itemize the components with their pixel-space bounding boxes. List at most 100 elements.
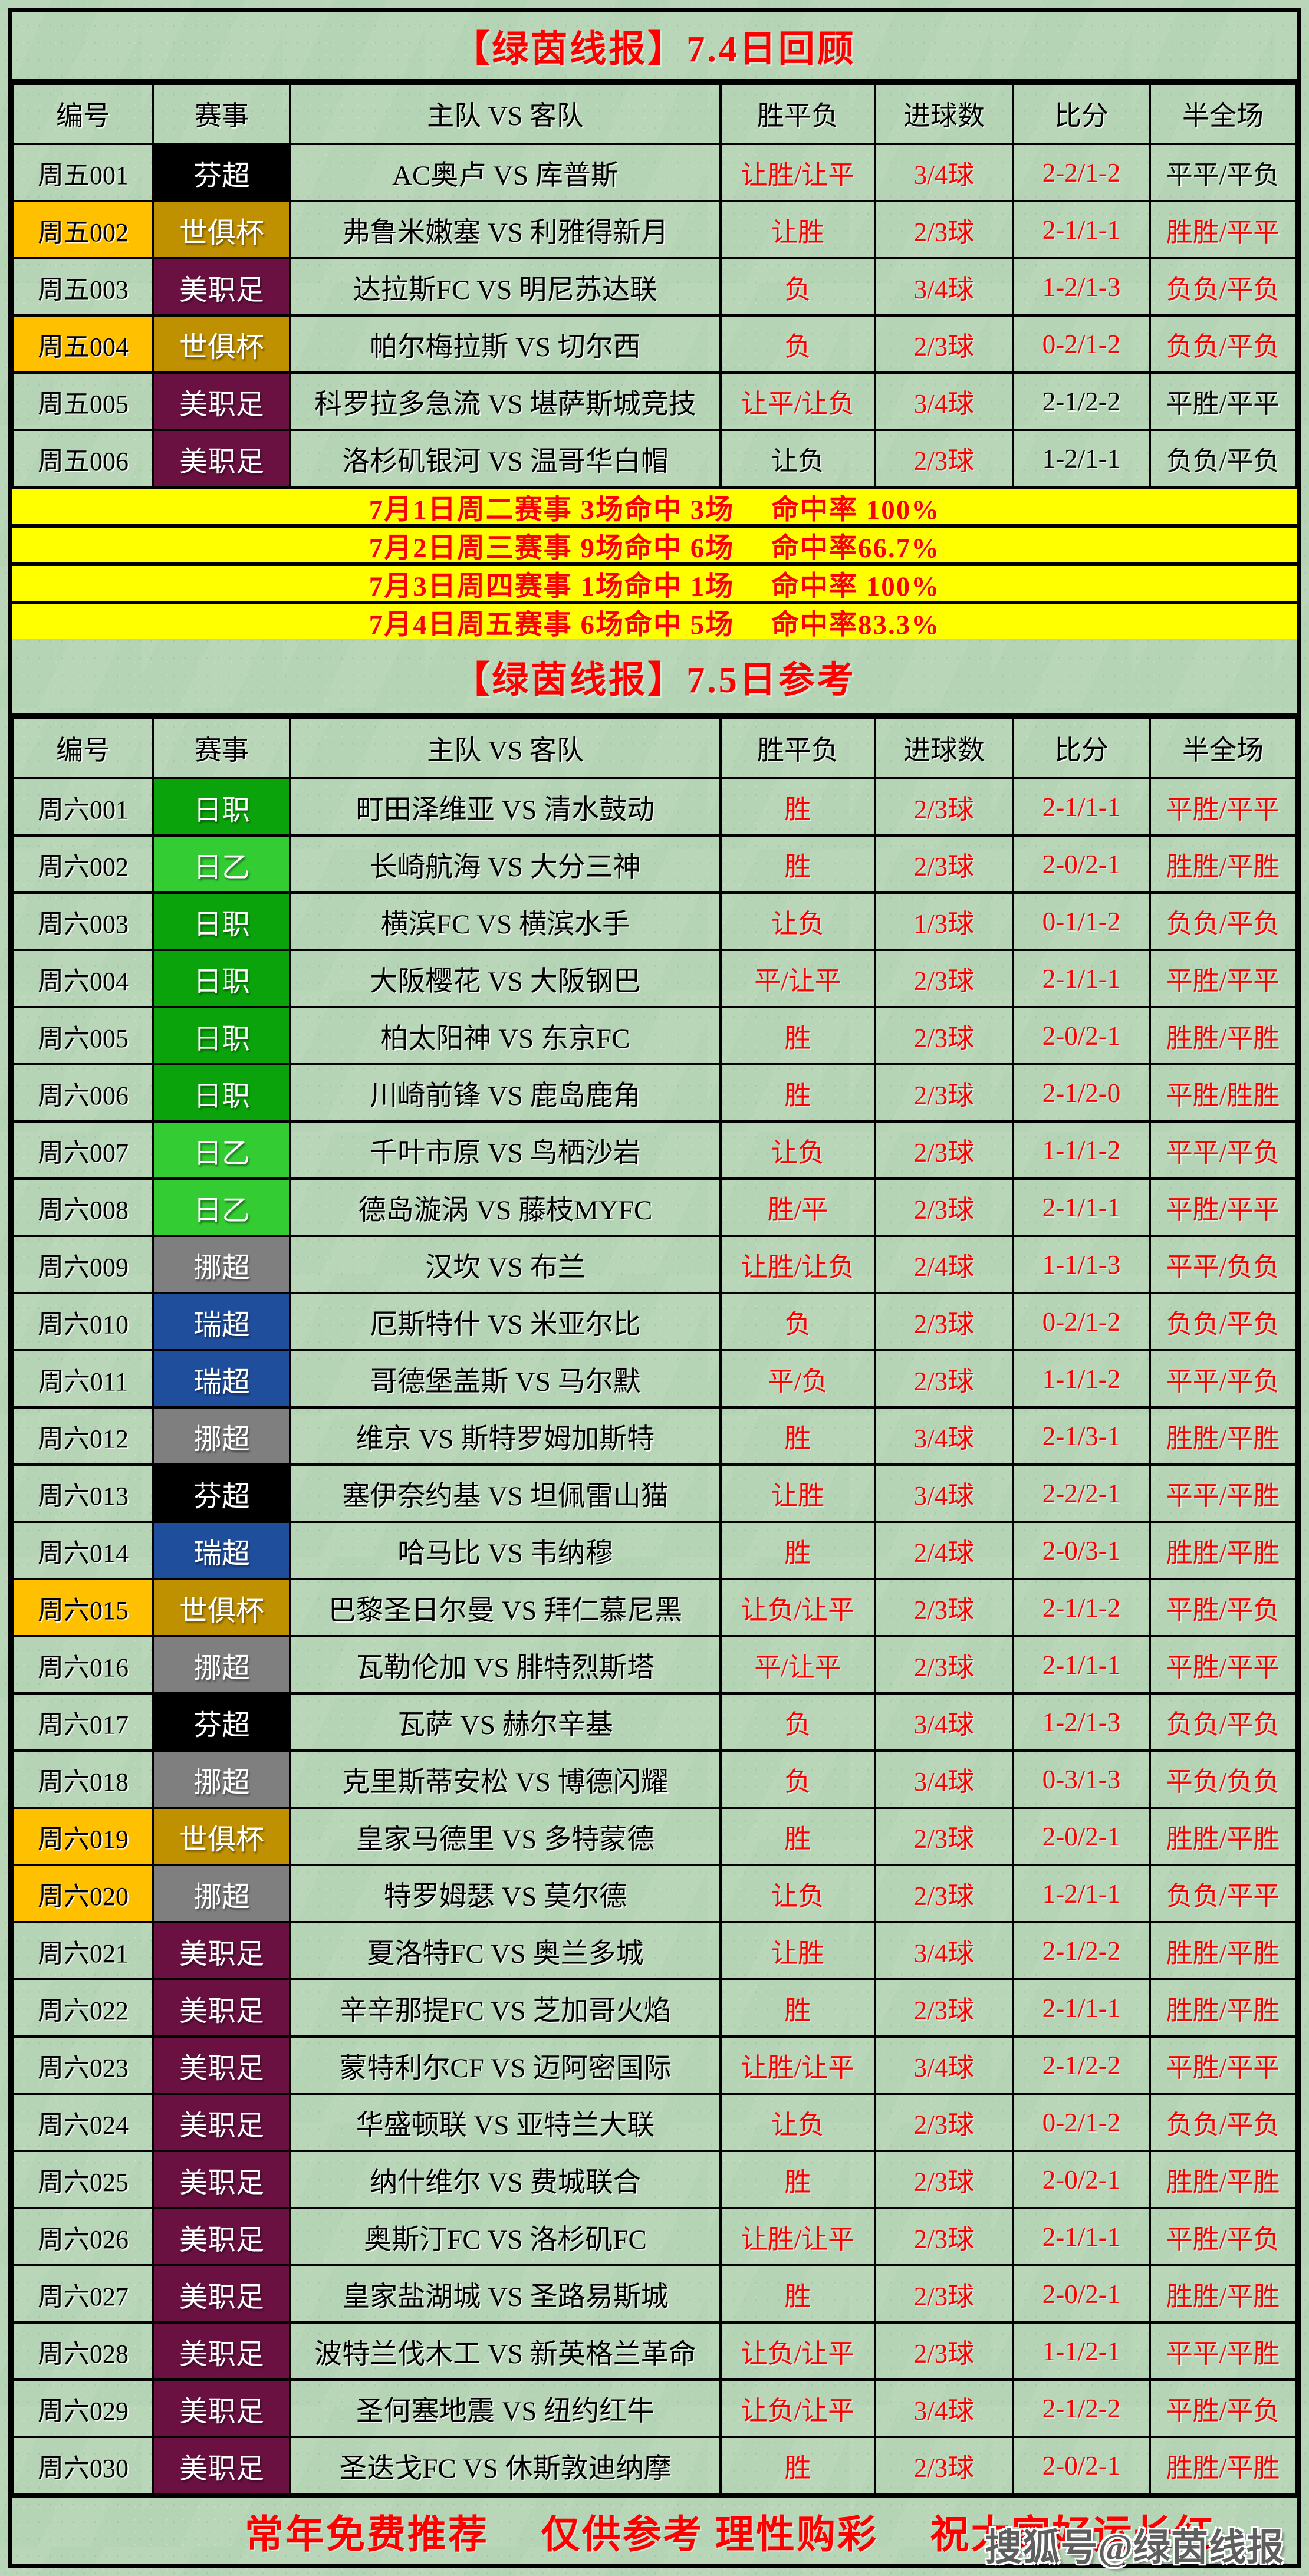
league-badge: 美职足 xyxy=(152,2378,291,2438)
col-header: 进球数 xyxy=(874,717,1014,779)
pick-win-draw-lose: 让负/让平 xyxy=(719,2321,876,2381)
col-header: 编号 xyxy=(12,83,154,145)
pick-half-full: 胜胜/平胜 xyxy=(1149,1006,1297,1065)
pick-goals-count: 2/3球 xyxy=(874,777,1014,837)
pick-win-draw-lose: 让胜/让平 xyxy=(719,143,876,202)
match-teams: 弗鲁米嫩塞 VS 利雅得新月 xyxy=(289,200,722,259)
table-row: 周六030 美职足 圣迭戈FC VS 休斯敦迪纳摩 胜 2/3球 2-0/2-1… xyxy=(12,2436,1297,2495)
league-badge: 美职足 xyxy=(152,1921,291,1980)
match-teams: 圣何塞地震 VS 纽约红牛 xyxy=(289,2378,722,2438)
table-row: 周五006 美职足 洛杉矶银河 VS 温哥华白帽 让负 2/3球 1-2/1-1… xyxy=(12,429,1297,488)
table-row: 周六013 芬超 塞伊奈约基 VS 坦佩雷山猫 让胜 3/4球 2-2/2-1 … xyxy=(12,1463,1297,1523)
pick-win-draw-lose: 让负/让平 xyxy=(719,2378,876,2438)
pick-win-draw-lose: 让胜/让平 xyxy=(719,2207,876,2266)
match-teams: 达拉斯FC VS 明尼苏达联 xyxy=(289,257,722,317)
col-header: 赛事 xyxy=(152,717,291,779)
hit-rate-row: 7月4日周五赛事 6场命中 5场 命中率83.3% xyxy=(12,604,1297,640)
pick-score: 0-1/1-2 xyxy=(1012,891,1151,951)
pick-score: 0-2/1-2 xyxy=(1012,1292,1151,1351)
pick-win-draw-lose: 胜 xyxy=(719,1521,876,1580)
table-row: 周六014 瑞超 哈马比 VS 韦纳穆 胜 2/4球 2-0/3-1 胜胜/平胜 xyxy=(12,1521,1297,1580)
match-teams: 千叶市原 VS 鸟栖沙岩 xyxy=(289,1120,722,1180)
table-row: 周五004 世俱杯 帕尔梅拉斯 VS 切尔西 负 2/3球 0-2/1-2 负负… xyxy=(12,314,1297,374)
match-id: 周六023 xyxy=(12,2035,154,2095)
pick-win-draw-lose: 胜 xyxy=(719,1978,876,2038)
pick-goals-count: 2/3球 xyxy=(874,1864,1014,1923)
league-badge: 日乙 xyxy=(152,834,291,894)
pick-score: 2-2/1-2 xyxy=(1012,143,1151,202)
pick-score: 2-0/2-1 xyxy=(1012,2436,1151,2495)
table-row: 周六001 日职 町田泽维亚 VS 清水鼓动 胜 2/3球 2-1/1-1 平胜… xyxy=(12,777,1297,837)
table-row: 周六023 美职足 蒙特利尔CF VS 迈阿密国际 让胜/让平 3/4球 2-1… xyxy=(12,2035,1297,2095)
league-badge: 瑞超 xyxy=(152,1349,291,1409)
pick-score: 0-3/1-3 xyxy=(1012,1749,1151,1809)
league-badge: 世俱杯 xyxy=(152,1807,291,1866)
hit-rate-banner: 7月1日周二赛事 3场命中 3场 命中率 100% 7月2日周三赛事 9场命中 6… xyxy=(12,488,1297,640)
match-id: 周五002 xyxy=(12,200,154,259)
pick-score: 1-1/1-3 xyxy=(1012,1235,1151,1294)
table-row: 周六012 挪超 维京 VS 斯特罗姆加斯特 胜 3/4球 2-1/3-1 胜胜… xyxy=(12,1406,1297,1466)
hit-rate-row: 7月1日周二赛事 3场命中 3场 命中率 100% xyxy=(12,489,1297,528)
league-badge: 日职 xyxy=(152,1006,291,1065)
pick-score: 2-1/2-2 xyxy=(1012,1921,1151,1980)
league-badge: 美职足 xyxy=(152,429,291,488)
table-row: 周六002 日乙 长崎航海 VS 大分三神 胜 2/3球 2-0/2-1 胜胜/… xyxy=(12,834,1297,894)
match-teams: 皇家马德里 VS 多特蒙德 xyxy=(289,1807,722,1866)
pick-half-full: 平平/平负 xyxy=(1149,143,1297,202)
pick-win-draw-lose: 胜/平 xyxy=(719,1177,876,1237)
hit-rate-row: 7月3日周四赛事 1场命中 1场 命中率 100% xyxy=(12,566,1297,604)
pick-goals-count: 2/3球 xyxy=(874,1120,1014,1180)
match-teams: 蒙特利尔CF VS 迈阿密国际 xyxy=(289,2035,722,2095)
match-id: 周五004 xyxy=(12,314,154,374)
match-teams: 横滨FC VS 横滨水手 xyxy=(289,891,722,951)
match-teams: 川崎前锋 VS 鹿岛鹿角 xyxy=(289,1063,722,1123)
review-table: 编号 赛事 主队 VS 客队 胜平负 进球数 比分 半全场 周五001 芬超 AC奥卢 VS… xyxy=(12,83,1297,488)
match-teams: 洛杉矶银河 VS 温哥华白帽 xyxy=(289,429,722,488)
pick-half-full: 胜胜/平平 xyxy=(1149,200,1297,259)
header-row: 编号 赛事 主队 VS 客队 胜平负 进球数 比分 半全场 xyxy=(12,83,1297,145)
pick-goals-count: 2/3球 xyxy=(874,1635,1014,1695)
match-teams: 大阪樱花 VS 大阪钢巴 xyxy=(289,949,722,1008)
match-teams: 纳什维尔 VS 费城联合 xyxy=(289,2150,722,2209)
pick-score: 2-1/1-1 xyxy=(1012,2207,1151,2266)
pick-score: 2-1/1-1 xyxy=(1012,777,1151,837)
pick-goals-count: 2/3球 xyxy=(874,2150,1014,2209)
league-badge: 日乙 xyxy=(152,1120,291,1180)
pick-half-full: 平平/平胜 xyxy=(1149,2321,1297,2381)
league-badge: 美职足 xyxy=(152,1978,291,2038)
match-id: 周六027 xyxy=(12,2264,154,2324)
pick-half-full: 平胜/平平 xyxy=(1149,371,1297,431)
col-header: 半全场 xyxy=(1149,717,1297,779)
league-badge: 挪超 xyxy=(152,1635,291,1695)
pick-half-full: 胜胜/平胜 xyxy=(1149,1521,1297,1580)
match-teams: AC奥卢 VS 库普斯 xyxy=(289,143,722,202)
match-id: 周五006 xyxy=(12,429,154,488)
league-badge: 美职足 xyxy=(152,2207,291,2266)
pick-score: 2-2/2-1 xyxy=(1012,1463,1151,1523)
pick-half-full: 平平/平胜 xyxy=(1149,1463,1297,1523)
match-id: 周六005 xyxy=(12,1006,154,1065)
table-row: 周五003 美职足 达拉斯FC VS 明尼苏达联 负 3/4球 1-2/1-3 … xyxy=(12,257,1297,317)
pick-score: 1-2/1-3 xyxy=(1012,257,1151,317)
pick-win-draw-lose: 胜 xyxy=(719,2150,876,2209)
pick-win-draw-lose: 让胜 xyxy=(719,1921,876,1980)
pick-win-draw-lose: 胜 xyxy=(719,1406,876,1466)
match-teams: 辛辛那提FC VS 芝加哥火焰 xyxy=(289,1978,722,2038)
league-badge: 日职 xyxy=(152,1063,291,1123)
review-table-header: 编号 赛事 主队 VS 客队 胜平负 进球数 比分 半全场 xyxy=(12,83,1297,145)
table-row: 周六028 美职足 波特兰伐木工 VS 新英格兰革命 让负/让平 2/3球 1-… xyxy=(12,2321,1297,2381)
pick-win-draw-lose: 负 xyxy=(719,1292,876,1351)
col-header: 比分 xyxy=(1012,83,1151,145)
league-badge: 日乙 xyxy=(152,1177,291,1237)
pick-win-draw-lose: 胜 xyxy=(719,1006,876,1065)
match-teams: 瓦勒伦加 VS 腓特烈斯塔 xyxy=(289,1635,722,1695)
pick-score: 2-0/2-1 xyxy=(1012,834,1151,894)
league-badge: 日职 xyxy=(152,777,291,837)
table-row: 周六022 美职足 辛辛那提FC VS 芝加哥火焰 胜 2/3球 2-1/1-1… xyxy=(12,1978,1297,2038)
pick-half-full: 负负/平负 xyxy=(1149,891,1297,951)
pick-goals-count: 1/3球 xyxy=(874,891,1014,951)
match-id: 周六020 xyxy=(12,1864,154,1923)
pick-score: 0-2/1-2 xyxy=(1012,314,1151,374)
pick-half-full: 负负/平负 xyxy=(1149,314,1297,374)
pick-score: 2-1/1-1 xyxy=(1012,200,1151,259)
